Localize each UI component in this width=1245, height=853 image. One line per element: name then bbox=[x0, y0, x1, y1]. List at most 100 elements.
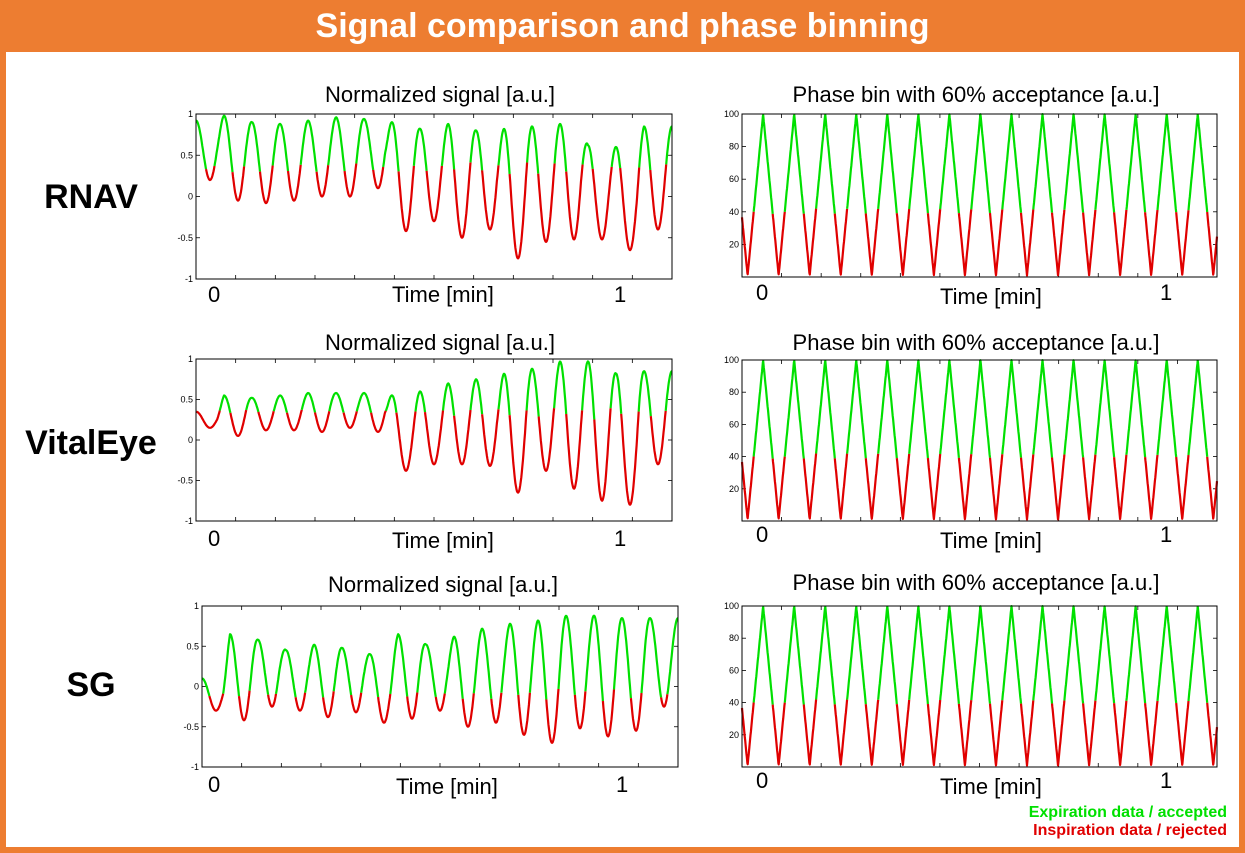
phase-series-segment bbox=[740, 702, 755, 766]
signal-series-segment bbox=[640, 617, 663, 698]
ytick-label: -1 bbox=[185, 516, 193, 526]
chart-title-vitaleye-signal: Normalized signal [a.u.] bbox=[325, 330, 555, 355]
phase-series-segment bbox=[1050, 454, 1066, 521]
signal-series-segment bbox=[229, 409, 248, 437]
xlabel-rnav-phase: Time [min] bbox=[940, 284, 1042, 309]
ytick-label: 20 bbox=[729, 239, 739, 249]
phase-series-segment bbox=[908, 359, 929, 459]
phase-series-segment bbox=[1019, 209, 1035, 277]
xtick-sg-phase-1: 1 bbox=[1160, 768, 1173, 793]
legend-rejected: Inspiration data / rejected bbox=[1033, 822, 1227, 839]
legend: Expiration data / accepted Inspiration d… bbox=[1029, 804, 1227, 840]
signal-series-segment bbox=[272, 394, 289, 414]
signal-series-segment bbox=[313, 410, 331, 433]
signal-series-segment bbox=[201, 677, 211, 697]
xtick-sg-signal-1: 1 bbox=[616, 772, 629, 797]
signal-series-segment bbox=[248, 638, 270, 695]
signal-series-segment bbox=[591, 166, 613, 241]
phase-series-segment bbox=[895, 699, 911, 766]
phase-series-segment bbox=[1032, 605, 1054, 704]
phase-series-segment bbox=[1144, 454, 1159, 520]
plot-frame bbox=[201, 605, 679, 768]
signal-series-segment bbox=[412, 127, 428, 171]
ytick-label: 0.5 bbox=[180, 395, 193, 405]
signal-series-segment bbox=[620, 411, 640, 506]
signal-series-segment bbox=[195, 119, 208, 170]
phase-series-segment bbox=[740, 211, 755, 276]
signal-series-segment bbox=[573, 691, 587, 730]
chart-vitaleye-phase: 100 80 60 40 20 bbox=[724, 355, 1219, 522]
signal-series-segment bbox=[526, 125, 540, 174]
signal-series-segment bbox=[286, 164, 302, 202]
signal-series-segment bbox=[664, 370, 673, 412]
phase-series-segment bbox=[1206, 211, 1219, 276]
signal-series-segment bbox=[243, 120, 262, 172]
signal-series-segment bbox=[497, 127, 511, 175]
row-label-sg: SG bbox=[66, 666, 116, 704]
phase-series-segment bbox=[926, 453, 942, 521]
phase-series-segment bbox=[957, 699, 973, 767]
phase-series-segment bbox=[1125, 359, 1147, 458]
signal-series-segment bbox=[581, 142, 594, 170]
signal-series-segment bbox=[218, 394, 232, 414]
phase-series-segment bbox=[895, 453, 911, 520]
phase-series-segment bbox=[939, 113, 960, 214]
signal-series-segment bbox=[258, 165, 274, 205]
phase-series-segment bbox=[864, 453, 880, 520]
signal-series-segment bbox=[638, 125, 652, 171]
phase-series-segment bbox=[1187, 605, 1209, 703]
signal-series-segment bbox=[355, 117, 375, 171]
ytick-label: 60 bbox=[729, 665, 739, 675]
phase-series-segment bbox=[1156, 605, 1178, 704]
signal-series-segment bbox=[406, 692, 419, 720]
chart-sg-phase: 100 80 60 40 20 bbox=[724, 601, 1219, 768]
phase-series-segment bbox=[815, 605, 836, 705]
signal-series-segment bbox=[565, 410, 584, 490]
signal-series-segment bbox=[500, 622, 520, 696]
ytick-label: 0 bbox=[194, 682, 199, 692]
signal-series-segment bbox=[342, 411, 358, 429]
chart-rnav-phase: 100 80 60 40 20 bbox=[724, 109, 1219, 278]
xlabel-sg-phase: Time [min] bbox=[940, 774, 1042, 799]
ytick-label: 0 bbox=[188, 435, 193, 445]
phase-series-segment bbox=[815, 113, 836, 214]
phase-series-segment bbox=[1001, 605, 1023, 704]
phase-series-segment bbox=[1094, 605, 1116, 704]
ytick-label: -0.5 bbox=[177, 233, 193, 243]
phase-series-segment bbox=[1144, 700, 1159, 766]
phase-series-segment bbox=[926, 209, 942, 277]
phase-series-segment bbox=[1187, 359, 1209, 457]
signal-series-segment bbox=[384, 394, 398, 413]
signal-series-segment bbox=[204, 165, 216, 182]
phase-series-segment bbox=[1063, 605, 1085, 704]
phase-series-segment bbox=[1063, 359, 1085, 458]
xlabel-rnav-signal: Time [min] bbox=[392, 282, 494, 307]
phase-series-segment bbox=[1156, 113, 1178, 213]
signal-series-segment bbox=[472, 627, 493, 700]
signal-series-segment bbox=[285, 409, 303, 432]
phase-series-segment bbox=[1094, 359, 1116, 458]
phase-series-segment bbox=[1082, 209, 1097, 277]
phase-series-segment bbox=[771, 702, 786, 766]
signal-series-segment bbox=[370, 410, 387, 433]
phase-series-segment bbox=[1206, 702, 1219, 766]
phase-series-segment bbox=[783, 113, 805, 214]
phase-series-segment bbox=[802, 453, 818, 520]
signal-series-segment bbox=[382, 121, 400, 172]
signal-series-segment bbox=[553, 122, 568, 172]
ytick-label: 60 bbox=[729, 419, 739, 429]
signal-series-segment bbox=[414, 390, 427, 413]
signal-series-segment bbox=[537, 163, 556, 243]
signal-series-segment bbox=[208, 693, 225, 712]
signal-series-segment bbox=[525, 367, 540, 417]
phase-series-segment bbox=[957, 209, 973, 277]
chart-vitaleye-signal: 1 0.5 0 -0.5 -1 bbox=[177, 354, 673, 526]
signal-series-segment bbox=[637, 370, 652, 417]
phase-series-segment bbox=[908, 605, 929, 705]
signal-series-segment bbox=[245, 396, 260, 413]
signal-series-segment bbox=[545, 688, 560, 744]
phase-series-segment bbox=[877, 113, 898, 214]
phase-series-segment bbox=[1019, 700, 1035, 767]
ytick-label: 100 bbox=[724, 601, 739, 611]
signal-series-segment bbox=[397, 165, 415, 233]
